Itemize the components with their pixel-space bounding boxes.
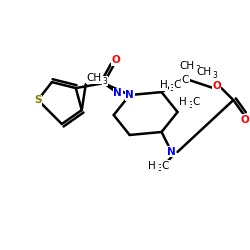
Text: N: N [113, 88, 122, 98]
Text: 3: 3 [188, 100, 193, 110]
Text: S: S [34, 95, 42, 105]
Text: C: C [182, 75, 189, 85]
Text: 3: 3 [157, 164, 162, 173]
Text: H: H [148, 161, 156, 171]
Text: O: O [212, 81, 221, 91]
Text: N: N [167, 147, 176, 157]
Text: C: C [162, 161, 169, 171]
Text: O: O [111, 55, 120, 65]
Text: H: H [160, 80, 168, 90]
Text: C: C [174, 80, 181, 90]
Text: N: N [125, 90, 134, 100]
Text: H: H [179, 97, 186, 107]
Text: O: O [241, 115, 250, 125]
Text: 3: 3 [212, 71, 217, 80]
Text: CH: CH [179, 61, 194, 71]
Text: C: C [193, 97, 200, 107]
Text: 3: 3 [102, 76, 107, 86]
Text: CH: CH [196, 67, 211, 77]
Text: 3: 3 [169, 84, 174, 92]
Text: 3: 3 [195, 65, 200, 74]
Text: CH: CH [86, 73, 101, 83]
